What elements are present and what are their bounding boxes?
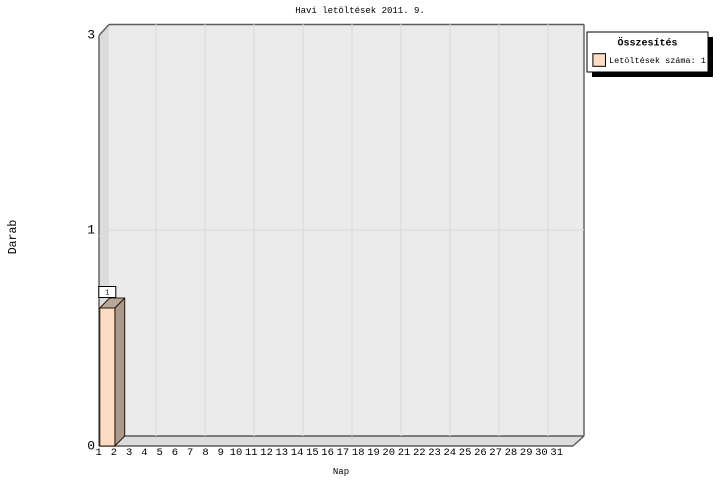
svg-text:19: 19 xyxy=(367,447,380,459)
svg-text:2: 2 xyxy=(111,447,117,459)
svg-text:7: 7 xyxy=(187,447,193,459)
svg-text:27: 27 xyxy=(489,447,502,459)
svg-text:1: 1 xyxy=(105,290,109,298)
svg-text:Letöltések száma: 1: Letöltések száma: 1 xyxy=(609,56,706,66)
svg-text:12: 12 xyxy=(260,447,273,459)
svg-text:18: 18 xyxy=(352,447,365,459)
svg-text:3: 3 xyxy=(87,28,95,43)
svg-text:22: 22 xyxy=(413,447,426,459)
svg-text:1: 1 xyxy=(95,447,101,459)
svg-text:13: 13 xyxy=(275,447,288,459)
svg-text:11: 11 xyxy=(245,447,258,459)
svg-text:5: 5 xyxy=(157,447,163,459)
svg-text:26: 26 xyxy=(474,447,487,459)
svg-text:Összesítés: Összesítés xyxy=(617,37,677,50)
svg-text:0: 0 xyxy=(87,439,95,454)
svg-text:3: 3 xyxy=(126,447,132,459)
svg-text:15: 15 xyxy=(306,447,319,459)
svg-text:4: 4 xyxy=(141,447,147,459)
svg-text:20: 20 xyxy=(382,447,395,459)
svg-text:17: 17 xyxy=(337,447,350,459)
svg-text:9: 9 xyxy=(218,447,224,459)
svg-text:31: 31 xyxy=(550,447,563,459)
svg-text:8: 8 xyxy=(202,447,208,459)
svg-text:Darab: Darab xyxy=(7,220,20,255)
svg-text:6: 6 xyxy=(172,447,178,459)
svg-text:Havi letöltések 2011. 9.: Havi letöltések 2011. 9. xyxy=(295,6,425,16)
svg-text:23: 23 xyxy=(428,447,441,459)
svg-text:1: 1 xyxy=(87,223,95,238)
svg-text:Nap: Nap xyxy=(333,467,349,477)
svg-text:25: 25 xyxy=(459,447,472,459)
svg-text:28: 28 xyxy=(505,447,518,459)
svg-text:21: 21 xyxy=(398,447,411,459)
svg-text:10: 10 xyxy=(230,447,243,459)
svg-text:30: 30 xyxy=(535,447,548,459)
svg-text:29: 29 xyxy=(520,447,533,459)
svg-text:14: 14 xyxy=(291,447,304,459)
svg-text:16: 16 xyxy=(321,447,334,459)
svg-text:24: 24 xyxy=(443,447,456,459)
